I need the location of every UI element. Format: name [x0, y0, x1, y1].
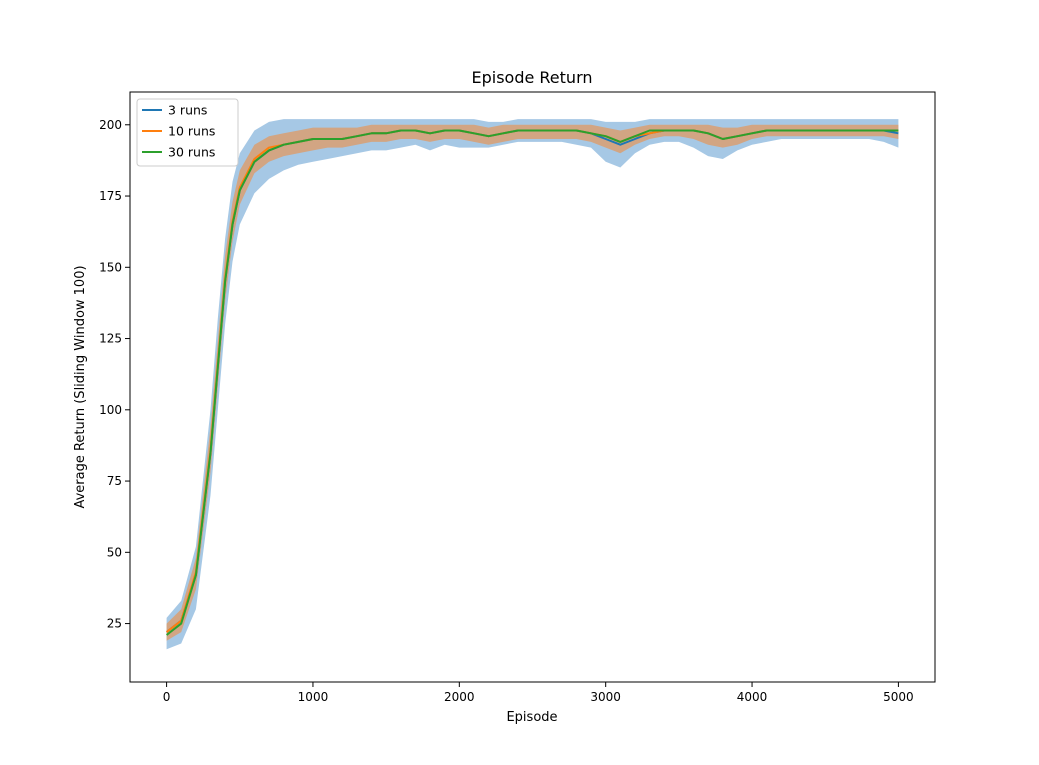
y-axis-label: Average Return (Sliding Window 100) [73, 265, 88, 508]
y-tick-label: 75 [107, 474, 122, 488]
confidence-bands [166, 119, 899, 650]
y-tick-label: 125 [99, 332, 122, 346]
legend-box [136, 98, 239, 167]
x-tick-label: 2000 [444, 690, 475, 704]
chart-title: Episode Return [471, 68, 592, 87]
y-tick-label: 25 [107, 617, 122, 631]
legend-entry-30-runs: 30 runs [168, 145, 215, 160]
x-axis-ticks: 0 1000 2000 3000 4000 5000 [163, 682, 914, 704]
band-3-runs [166, 119, 899, 650]
legend-entry-10-runs: 10 runs [168, 124, 215, 139]
y-tick-label: 150 [99, 260, 122, 274]
band-10-runs [166, 124, 899, 641]
y-axis-ticks: 25 50 75 100 125 150 175 200 [99, 118, 130, 631]
x-tick-label: 1000 [298, 690, 329, 704]
series-line-3-runs [165, 129, 899, 633]
x-axis-label: Episode [506, 710, 557, 725]
legend-entry-3-runs: 3 runs [168, 103, 207, 118]
y-tick-label: 100 [99, 403, 122, 417]
series-line-10-runs [165, 129, 899, 633]
legend: 3 runs 10 runs 30 runs [136, 98, 239, 167]
y-tick-label: 200 [99, 118, 122, 132]
plot-frame [129, 91, 936, 683]
series-line-30-runs [165, 129, 899, 636]
y-tick-label: 50 [107, 545, 122, 559]
series-lines [165, 129, 899, 636]
y-tick-label: 175 [99, 189, 122, 203]
x-tick-label: 0 [163, 690, 171, 704]
x-tick-label: 5000 [883, 690, 914, 704]
x-tick-label: 4000 [737, 690, 768, 704]
x-tick-label: 3000 [590, 690, 621, 704]
